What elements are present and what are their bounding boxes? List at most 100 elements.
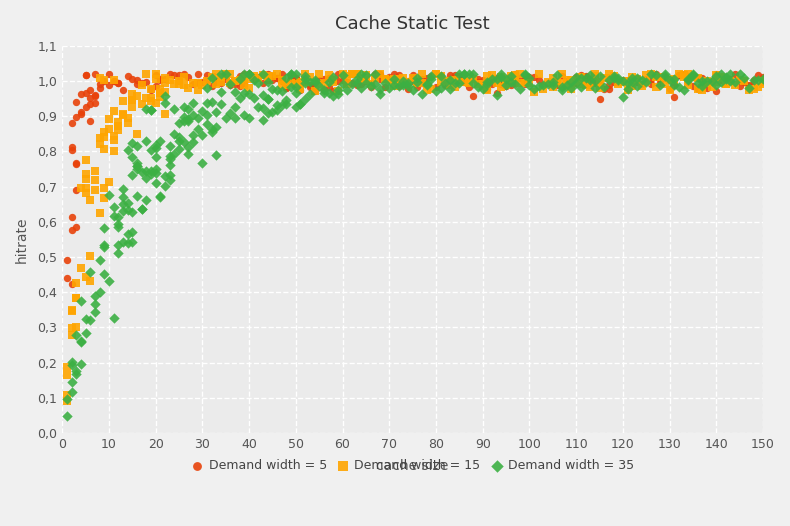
Demand width = 35	[196, 107, 209, 115]
Demand width = 35	[523, 74, 536, 83]
Demand width = 35	[406, 86, 419, 94]
Demand width = 35	[130, 161, 143, 170]
Demand width = 15	[565, 75, 577, 84]
Demand width = 5	[542, 78, 555, 87]
Demand width = 35	[444, 76, 457, 84]
Demand width = 15	[84, 196, 96, 204]
Demand width = 15	[355, 74, 367, 83]
Demand width = 15	[691, 85, 704, 93]
Demand width = 35	[215, 69, 228, 78]
Demand width = 35	[514, 85, 526, 94]
Demand width = 15	[435, 72, 447, 80]
Demand width = 15	[93, 140, 106, 149]
Demand width = 35	[112, 249, 125, 257]
Demand width = 5	[70, 113, 82, 121]
Demand width = 35	[215, 99, 228, 108]
Demand width = 35	[303, 78, 316, 86]
Demand width = 15	[593, 78, 606, 86]
Demand width = 5	[261, 69, 274, 78]
Demand width = 15	[126, 96, 138, 104]
Demand width = 35	[233, 75, 246, 84]
Demand width = 35	[728, 77, 741, 86]
Demand width = 35	[84, 268, 96, 276]
Demand width = 5	[257, 79, 269, 88]
Demand width = 5	[191, 69, 204, 78]
Demand width = 35	[88, 299, 101, 308]
Demand width = 15	[98, 133, 111, 141]
Demand width = 35	[247, 76, 260, 84]
Demand width = 35	[752, 76, 765, 84]
Demand width = 5	[752, 72, 765, 80]
Demand width = 15	[103, 124, 115, 133]
Demand width = 5	[103, 81, 115, 89]
Demand width = 5	[728, 69, 741, 78]
Demand width = 15	[672, 69, 685, 78]
Demand width = 15	[677, 73, 690, 82]
Demand width = 5	[696, 74, 709, 82]
Demand width = 15	[547, 83, 559, 92]
Demand width = 15	[537, 85, 550, 93]
Demand width = 15	[299, 69, 311, 78]
Demand width = 5	[747, 77, 760, 86]
Demand width = 5	[369, 69, 382, 78]
Demand width = 35	[457, 69, 470, 78]
Demand width = 15	[257, 70, 269, 79]
Demand width = 15	[149, 69, 162, 78]
Demand width = 15	[229, 77, 242, 85]
Demand width = 35	[145, 105, 157, 114]
Demand width = 35	[481, 77, 494, 86]
Demand width = 5	[93, 84, 106, 92]
Demand width = 35	[565, 78, 577, 86]
Demand width = 5	[238, 69, 250, 78]
Demand width = 15	[747, 85, 760, 93]
Demand width = 15	[397, 74, 409, 82]
Demand width = 35	[682, 75, 694, 83]
Demand width = 35	[547, 78, 559, 86]
Demand width = 35	[467, 69, 480, 78]
Demand width = 15	[98, 194, 111, 203]
Demand width = 15	[61, 363, 73, 371]
Demand width = 35	[603, 76, 615, 85]
Demand width = 35	[551, 71, 564, 79]
Demand width = 5	[393, 82, 405, 90]
Demand width = 35	[61, 395, 73, 403]
Demand width = 35	[126, 238, 138, 246]
Demand width = 5	[93, 80, 106, 88]
Demand width = 15	[182, 84, 194, 93]
Demand width = 15	[416, 69, 428, 78]
Demand width = 5	[84, 99, 96, 108]
Demand width = 5	[252, 73, 265, 82]
Demand width = 5	[621, 85, 634, 94]
Demand width = 15	[215, 78, 228, 87]
Demand width = 35	[186, 99, 199, 107]
Demand width = 5	[574, 71, 587, 79]
Demand width = 5	[495, 79, 508, 88]
Demand width = 35	[584, 76, 596, 84]
Demand width = 15	[98, 184, 111, 193]
Demand width = 35	[289, 88, 302, 97]
Demand width = 35	[542, 80, 555, 88]
Demand width = 15	[126, 90, 138, 98]
Demand width = 35	[369, 80, 382, 89]
Demand width = 35	[439, 79, 452, 87]
Demand width = 35	[435, 84, 447, 92]
Demand width = 5	[88, 92, 101, 100]
Demand width = 5	[720, 76, 732, 85]
Demand width = 5	[364, 83, 377, 92]
Demand width = 15	[701, 76, 713, 85]
Demand width = 5	[397, 80, 409, 89]
Demand width = 5	[186, 80, 199, 88]
Demand width = 35	[574, 74, 587, 83]
Demand width = 15	[509, 72, 521, 80]
Demand width = 35	[107, 313, 120, 322]
Demand width = 5	[289, 75, 302, 83]
Demand width = 5	[645, 80, 657, 88]
Demand width = 15	[350, 70, 363, 78]
Demand width = 5	[547, 78, 559, 86]
Demand width = 35	[266, 107, 279, 116]
Demand width = 15	[523, 78, 536, 87]
Demand width = 15	[122, 119, 134, 127]
Demand width = 15	[61, 390, 73, 399]
Demand width = 35	[130, 158, 143, 167]
Demand width = 5	[271, 74, 284, 82]
